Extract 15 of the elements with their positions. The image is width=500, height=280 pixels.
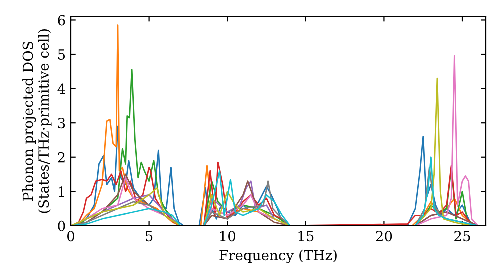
y-tick-label: 1 — [58, 186, 64, 197]
y-tick-label: 6 — [58, 15, 66, 26]
x-tick-label: 5 — [146, 231, 153, 242]
y-tick-label: 0 — [58, 220, 66, 232]
x-tick-label: 10 — [220, 231, 236, 242]
y-tick-label: 4 — [58, 84, 66, 94]
x-axis-title: Frequency (THz) — [220, 250, 337, 264]
x-tick-label: 0 — [67, 231, 74, 242]
y-axis-title: Phonon projected DOS (States/THz·primitive cell) — [22, 30, 52, 214]
y-tick-label: 3 — [58, 118, 66, 129]
x-tick-label: 15 — [298, 231, 314, 242]
y-tick-label: 5 — [58, 50, 66, 60]
y-tick-label: 2 — [58, 152, 65, 163]
x-tick-label: 25 — [454, 231, 470, 242]
x-tick-label: 20 — [376, 231, 392, 242]
